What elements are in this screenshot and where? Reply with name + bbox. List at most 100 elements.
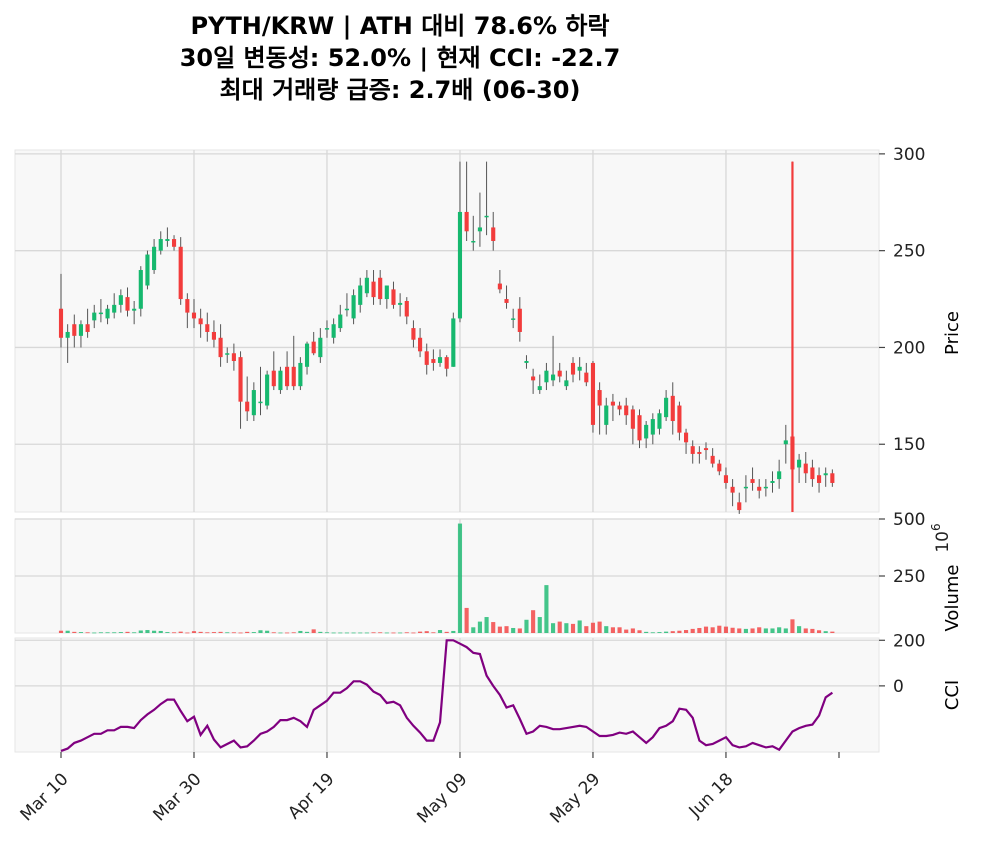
volume-bar (218, 631, 223, 633)
candle-body (710, 455, 715, 464)
candle-body (570, 362, 576, 375)
volume-bar (85, 632, 90, 634)
candle-body (285, 366, 290, 387)
candle-body (338, 314, 343, 329)
volume-bar (171, 632, 177, 634)
candle-body (218, 337, 223, 358)
candle-body (311, 341, 316, 354)
volume-bar (225, 632, 230, 634)
volume-bar (703, 626, 709, 633)
candle-body (690, 446, 695, 454)
volume-bar (690, 628, 695, 633)
candle-body (624, 405, 629, 416)
volume-bar (657, 632, 662, 633)
volume-bar (723, 626, 729, 633)
candle-body (92, 312, 97, 321)
candle-body (191, 312, 197, 319)
volume-bar (371, 632, 376, 634)
candle-body (318, 337, 323, 358)
volume-bar (58, 630, 64, 633)
volume-bar (311, 629, 316, 633)
candle-body (324, 328, 330, 330)
volume-bar (491, 622, 496, 633)
volume-bar (630, 628, 635, 633)
volume-bar (271, 632, 276, 634)
volume-bar (823, 631, 828, 633)
volume-bar (278, 632, 283, 634)
candle-body (723, 475, 729, 483)
volume-bar (391, 632, 396, 634)
candle-body (737, 502, 742, 511)
candle-body (730, 486, 735, 493)
volume-bar (165, 632, 170, 633)
candle-body (404, 300, 409, 317)
volume-bar (72, 631, 77, 633)
volume-bar (783, 628, 788, 633)
volume-bar (757, 627, 762, 633)
candle-body (564, 380, 569, 387)
volume-bar (245, 631, 250, 633)
volume-bar (777, 627, 782, 633)
candle-body (511, 318, 516, 320)
volume-bar (65, 630, 70, 633)
candle-body (271, 370, 276, 387)
candle-body (783, 440, 788, 445)
xtick-label: May 09 (413, 769, 471, 827)
candle-body (777, 471, 782, 480)
xtick-label: Mar 30 (150, 769, 206, 825)
candle-body (604, 405, 609, 425)
candle-body (391, 289, 396, 305)
volume-bar (178, 631, 183, 633)
candle-body (211, 331, 217, 340)
candle-body (617, 405, 622, 410)
volume-bar (132, 632, 137, 634)
volume-bar (790, 619, 795, 633)
candle-body (245, 401, 250, 412)
volume-bar (537, 617, 542, 633)
candle-body (238, 357, 243, 402)
volume-bar (378, 632, 383, 634)
candle-body (418, 337, 423, 352)
candle-body (464, 211, 469, 232)
volume-bar (617, 627, 622, 633)
candle-body (105, 308, 110, 319)
candle-body (524, 361, 529, 363)
candle-body (251, 390, 256, 416)
volume-bar (318, 631, 323, 633)
price-ytick-label: 250 (893, 242, 925, 262)
candle-body (78, 324, 84, 336)
candle-body (411, 328, 416, 340)
volume-bar (304, 631, 310, 633)
volume-bar (743, 628, 748, 633)
volume-bar (517, 628, 522, 633)
candle-body (630, 409, 635, 429)
volume-bar (344, 632, 349, 634)
volume-ytick-label: 500 (893, 510, 925, 530)
candle-body (677, 405, 682, 433)
volume-bar (551, 623, 556, 633)
volume-bar (497, 626, 502, 633)
volume-bar (105, 632, 110, 634)
cci-line (60, 639, 834, 752)
xtick-label: Apr 19 (284, 769, 338, 823)
candle-body (198, 318, 203, 325)
volume-bar (464, 607, 469, 633)
candle-body (58, 308, 64, 338)
candle-body (85, 324, 90, 332)
candle-body (265, 374, 270, 406)
volume-bar (191, 631, 197, 633)
candle-body (178, 246, 183, 300)
candle-body (298, 362, 303, 387)
volume-bar (338, 632, 343, 634)
candle-body (451, 318, 456, 367)
volume-bar (650, 632, 655, 634)
volume-bar (644, 631, 649, 633)
candle-body (138, 270, 143, 309)
volume-ytick-label: 250 (893, 567, 925, 587)
volume-bar (577, 620, 582, 633)
candle-body (384, 285, 389, 300)
candle-body (670, 395, 675, 422)
candle-body (112, 304, 117, 313)
candle-body (770, 481, 775, 483)
volume-bar (138, 630, 143, 633)
